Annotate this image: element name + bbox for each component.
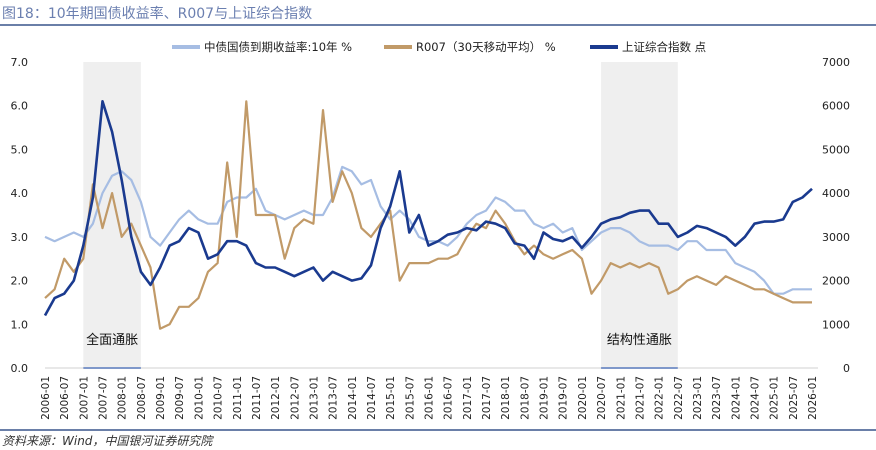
y-left-tick-label: 3.0 [11, 231, 29, 244]
y-left-tick-label: 6.0 [11, 100, 29, 113]
y-right-tick-label: 1000 [822, 318, 850, 331]
y-right-tick-label: 0 [843, 362, 850, 375]
title-divider [0, 24, 876, 26]
y-right-tick-label: 2000 [822, 275, 850, 288]
x-tick-label: 2016-07 [443, 376, 455, 420]
x-tick-label: 2021-07 [634, 376, 646, 420]
y-right-tick-label: 7000 [822, 56, 850, 69]
y-right-tick-label: 3000 [822, 231, 850, 244]
x-tick-label: 2012-01 [270, 376, 282, 420]
x-tick-label: 2010-07 [213, 376, 225, 420]
x-tick-label: 2007-07 [98, 376, 110, 420]
legend-label: 上证综合指数 点 [622, 40, 706, 54]
x-tick-label: 2014-01 [347, 376, 359, 420]
x-tick-label: 2017-01 [462, 376, 474, 420]
x-tick-label: 2022-07 [673, 376, 685, 420]
x-tick-label: 2011-07 [251, 376, 263, 420]
x-tick-label: 2021-01 [615, 376, 627, 420]
x-tick-label: 2009-07 [174, 376, 186, 420]
y-left-tick-label: 4.0 [11, 187, 29, 200]
x-tick-label: 2023-01 [692, 376, 704, 420]
x-tick-label: 2024-07 [749, 376, 761, 420]
shaded-period-label: 全面通胀 [86, 332, 138, 348]
figure-title: 图18：10年期国债收益率、R007与上证综合指数 [2, 6, 313, 22]
x-tick-label: 2006-01 [40, 376, 52, 420]
y-right-tick-label: 5000 [822, 143, 850, 156]
x-tick-label: 2025-07 [788, 376, 800, 420]
x-tick-label: 2020-07 [596, 376, 608, 420]
y-left-tick-label: 7.0 [11, 56, 29, 69]
x-tick-label: 2015-01 [385, 376, 397, 420]
x-tick-label: 2022-01 [654, 376, 666, 420]
x-tick-label: 2023-07 [711, 376, 723, 420]
y-left-tick-label: 1.0 [11, 318, 29, 331]
series-line-1 [44, 165, 812, 295]
y-right-tick-label: 6000 [822, 100, 850, 113]
x-tick-label: 2007-01 [78, 376, 90, 420]
x-tick-label: 2025-01 [769, 376, 781, 420]
x-tick-label: 2010-01 [193, 376, 205, 420]
x-tick-label: 2024-01 [730, 376, 742, 420]
y-left-tick-label: 5.0 [11, 143, 29, 156]
x-tick-label: 2020-01 [577, 376, 589, 420]
x-tick-label: 2014-07 [366, 376, 378, 420]
y-left-tick-label: 0.0 [11, 362, 29, 375]
x-tick-label: 2008-01 [117, 376, 129, 420]
x-tick-label: 2015-07 [404, 376, 416, 420]
line-chart: 全面通胀 结构性通胀 0.0 1.0 2.0 3.0 4.0 5.0 6.0 7.0 0 1000 20… [11, 40, 851, 420]
y-right-tick-label: 4000 [822, 187, 850, 200]
x-tick-label: 2026-01 [807, 376, 819, 420]
x-tick-label: 2018-07 [519, 376, 531, 420]
x-tick-label: 2011-01 [232, 376, 244, 420]
x-tick-label: 2008-07 [136, 376, 148, 420]
x-tick-label: 2009-01 [155, 376, 167, 420]
x-tick-label: 2013-07 [328, 376, 340, 420]
shaded-period [83, 62, 141, 368]
x-tick-label: 2017-07 [481, 376, 493, 420]
shaded-period [601, 62, 678, 368]
legend-label: R007（30天移动平均） % [416, 40, 556, 54]
source-note: 资料来源：Wind，中国银河证券研究院 [2, 434, 213, 448]
x-tick-label: 2018-01 [500, 376, 512, 420]
footer-divider [0, 429, 876, 431]
series-line-3 [43, 100, 813, 317]
x-tick-label: 2016-01 [424, 376, 436, 420]
x-tick-label: 2012-07 [289, 376, 301, 420]
y-left-tick-label: 2.0 [11, 275, 29, 288]
series-line-2 [44, 100, 812, 330]
legend-label: 中债国债到期收益率:10年 % [204, 40, 352, 54]
shaded-period-label: 结构性通胀 [607, 333, 672, 348]
x-tick-label: 2019-01 [539, 376, 551, 420]
x-tick-label: 2019-07 [558, 376, 570, 420]
x-tick-label: 2006-07 [59, 376, 71, 420]
x-tick-label: 2013-01 [308, 376, 320, 420]
